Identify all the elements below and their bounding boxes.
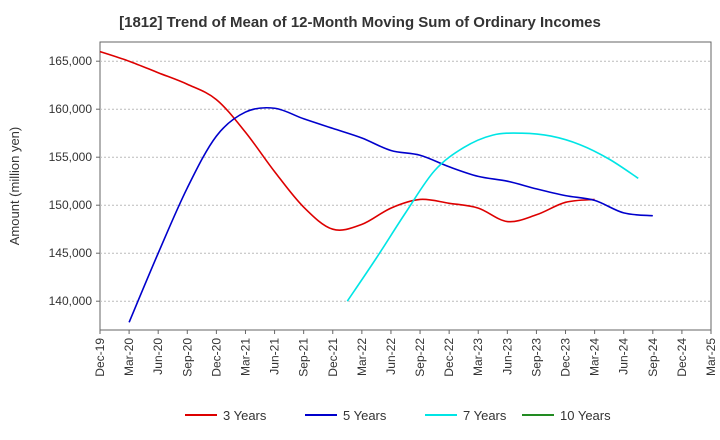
x-tick-label: Mar-20 (122, 338, 136, 376)
x-tick-label: Dec-19 (93, 338, 107, 377)
x-tick-label: Mar-23 (471, 338, 485, 376)
x-tick-label: Dec-22 (442, 338, 456, 377)
x-tick-label: Sep-24 (646, 338, 660, 377)
chart-title: [1812] Trend of Mean of 12-Month Moving … (119, 14, 601, 31)
y-tick-label: 155,000 (49, 150, 93, 164)
x-tick-label: Mar-22 (355, 338, 369, 376)
x-tick-label: Mar-21 (238, 338, 252, 376)
y-tick-label: 160,000 (49, 102, 93, 116)
legend-label-5-years: 5 Years (343, 408, 387, 423)
legend-label-7-years: 7 Years (463, 408, 507, 423)
x-tick-label: Jun-24 (617, 338, 631, 375)
x-tick-label: Dec-21 (326, 338, 340, 377)
x-tick-label: Dec-23 (559, 338, 573, 377)
x-tick-label: Jun-22 (384, 338, 398, 375)
x-tick-label: Mar-25 (704, 338, 718, 376)
x-tick-label: Sep-22 (413, 338, 427, 377)
legend-label-3-years: 3 Years (223, 408, 267, 423)
y-tick-label: 145,000 (49, 246, 93, 260)
plot-area (99, 41, 712, 331)
y-tick-label: 150,000 (49, 198, 93, 212)
x-tick-label: Jun-23 (500, 338, 514, 375)
x-tick-label: Jun-21 (268, 338, 282, 375)
legend-label-10-years: 10 Years (560, 408, 611, 423)
x-tick-label: Sep-20 (180, 338, 194, 377)
x-tick-label: Dec-20 (209, 338, 223, 377)
series-line-7-years (346, 132, 639, 302)
x-tick-label: Dec-24 (675, 338, 689, 377)
x-tick-label: Sep-23 (529, 338, 543, 377)
series-line-3-years (99, 50, 595, 231)
x-tick-label: Mar-24 (588, 338, 602, 376)
y-axis-label: Amount (million yen) (7, 127, 22, 246)
x-tick-label: Jun-20 (151, 338, 165, 375)
y-tick-label: 165,000 (49, 54, 93, 68)
x-tick-label: Sep-21 (297, 338, 311, 377)
series-line-5-years (128, 106, 653, 323)
y-tick-label: 140,000 (49, 294, 93, 308)
